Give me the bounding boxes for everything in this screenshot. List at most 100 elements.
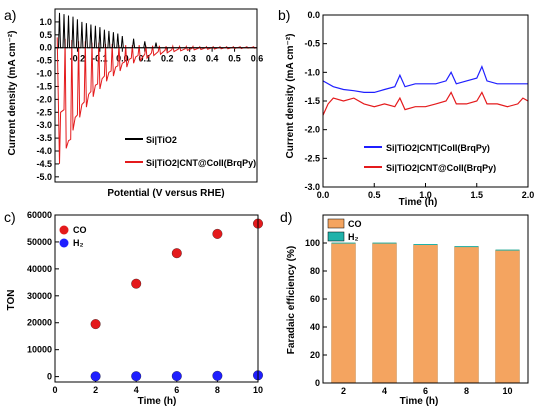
panel-label-a: a): [4, 7, 16, 23]
panel-d-bar-co: [454, 246, 479, 384]
legend-label-si-tio2: Si|TiO2: [146, 135, 177, 145]
panel-c-point-co: [212, 228, 223, 239]
panel-a-ytick-label: -2.5: [36, 107, 52, 117]
panel-c-point-h2: [171, 371, 182, 382]
panel-c-xtick-label: 10: [253, 385, 263, 395]
panel-d-xlabel: Time (h): [400, 396, 439, 407]
legend-label-cnt-at-co: Si|TiO2|CNT@CoII(BrqPy): [386, 163, 496, 173]
panel-b-xlabel: Time (h): [399, 197, 438, 208]
panel-c-ytick-label: 60000: [27, 210, 52, 220]
panel-b-ytick-label: -1.0: [304, 67, 320, 77]
panel-a-xtick-label: 0.2: [161, 54, 174, 64]
panel-d-ytick-label: 40: [310, 322, 320, 332]
panel-d-ytick-label: 100: [305, 238, 320, 248]
panel-c-ytick-label: 20000: [27, 318, 52, 328]
legend-marker-co: [59, 225, 69, 235]
panel-d-bar-co: [413, 244, 438, 384]
panel-a-legend: Si|TiO2 Si|TiO2|CNT@CoII(BrqPy): [125, 135, 256, 168]
panel-d-bar-h2: [413, 244, 438, 245]
panel-d-frame: [322, 214, 529, 384]
panel-a-xtick-label: 0.1: [139, 54, 152, 64]
panel-b-xtick-label: 0.5: [368, 190, 381, 200]
panel-a-xtick-label: 0.4: [206, 54, 219, 64]
panel-b-frame: [322, 14, 529, 188]
legend-label-cnt-co: Si|TiO2|CNT|CoII(BrqPy): [386, 143, 490, 153]
panel-b-xtick-label: 1.0: [419, 190, 432, 200]
panel-label-d: d): [280, 209, 292, 225]
panel-b-series-0: [322, 64, 528, 93]
legend-label-h2: H₂: [73, 238, 84, 248]
panel-a-xtick-label: 0.5: [228, 54, 241, 64]
panel-a-ytick-label: -5.0: [36, 172, 52, 182]
panel-a-ytick-label: -3.0: [36, 120, 52, 130]
panel-c-legend: CO H₂: [59, 225, 87, 248]
panel-d-bar-h2: [454, 246, 479, 248]
panel-d-xtick-label: 2: [341, 386, 346, 396]
panel-c-ytick-label: 0: [47, 372, 52, 382]
panel-d-xtick-label: 6: [423, 386, 428, 396]
panel-d-xtick-label: 8: [464, 386, 469, 396]
panel-d-xtick-label: 4: [382, 386, 387, 396]
panel-d-bar-h2: [495, 249, 520, 251]
panel-c-point-co: [131, 278, 142, 289]
panel-d-ytick-label: 80: [310, 266, 320, 276]
panel-b-xtick-label: 2.0: [522, 190, 535, 200]
panel-a-xtick-label: -0.1: [92, 54, 108, 64]
legend-label-d-h2: H₂: [348, 232, 359, 242]
panel-a-series-black: [54, 12, 258, 49]
panel-c-xtick-label: 6: [174, 385, 179, 395]
panel-a-xtick-label: 0.3: [183, 54, 196, 64]
panel-c-ytick-label: 10000: [27, 345, 52, 355]
panel-a-ytick-label: -0.5: [36, 56, 52, 66]
panel-a-ytick-label: -4.5: [36, 159, 52, 169]
panel-b-series-1: [322, 91, 529, 116]
panel-d-ytick-label: 0: [315, 378, 320, 388]
panel-d-legend: CO H₂: [327, 218, 362, 242]
panel-a-series-red: [56, 37, 258, 164]
panel-d-bar-h2: [372, 242, 397, 244]
panel-a-ytick-label: 1.0: [39, 17, 52, 27]
panel-b-ytick-label: 0.0: [307, 10, 320, 20]
panel-d-ytick-label: 20: [310, 350, 320, 360]
panel-b-legend: Si|TiO2|CNT|CoII(BrqPy) Si|TiO2|CNT@CoII…: [364, 143, 496, 173]
panel-c-point-co: [171, 248, 182, 259]
panel-d-plot-area: 0 20 40 60 80 100 2 4 6 8 10: [305, 238, 520, 396]
panel-c-point-h2: [90, 371, 101, 382]
panel-b-xtick-label: 0.0: [317, 190, 330, 200]
panel-d-ylabel: Faradaic efficiency (%): [286, 246, 297, 354]
panel-a-frame: [54, 8, 258, 183]
panel-d-bar-co: [372, 242, 397, 384]
panel-d-xtick-label: 10: [502, 386, 512, 396]
panel-d-bar-co: [331, 242, 356, 384]
legend-label-co: CO: [73, 225, 87, 235]
panel-c-ytick-label: 40000: [27, 264, 52, 274]
legend-swatch-h2: [327, 231, 345, 242]
panel-a-ytick-label: -3.5: [36, 133, 52, 143]
panel-c-xtick-label: 4: [134, 385, 139, 395]
panel-a-ylabel: Current density (mA cm⁻²): [7, 31, 18, 156]
panel-b-ytick-label: -3.0: [304, 182, 320, 192]
panel-c-plot-area: 0 10000 20000 30000 40000 50000 60000 0 2 4 6 8 10: [27, 210, 263, 395]
panel-label-b: b): [278, 7, 290, 23]
legend-marker-h2: [59, 238, 69, 248]
panel-c-point-co: [90, 319, 101, 330]
panel-c-xtick-label: 2: [93, 385, 98, 395]
panel-a-ytick-label: -1.0: [36, 69, 52, 79]
panel-c-xtick-label: 8: [215, 385, 220, 395]
panel-label-c: c): [4, 209, 16, 225]
panel-c-ytick-label: 50000: [27, 237, 52, 247]
panel-c-point-h2: [212, 370, 223, 381]
legend-label-si-tio2-cnt-co: Si|TiO2|CNT@CoII(BrqPy): [146, 158, 256, 168]
panel-b-ytick-label: -0.5: [304, 39, 320, 49]
panel-b-plot-area: -3.0 -2.5 -2.0 -1.5 -1.0 -0.5 0.0 0.0 0.5 1.0 1.5 2…: [304, 10, 534, 200]
panel-c-ytick-label: 30000: [27, 291, 52, 301]
panel-c-xtick-label: 0: [52, 385, 57, 395]
legend-swatch-co: [327, 218, 345, 229]
panel-d-bar-h2: [331, 242, 356, 244]
panel-d-bar-co: [495, 249, 520, 384]
legend-label-d-co: CO: [348, 219, 362, 229]
panel-c-xlabel: Time (h): [138, 396, 177, 407]
panel-a-xtick-label: 0.0: [116, 54, 129, 64]
panel-a-ytick-label: -1.5: [36, 81, 52, 91]
